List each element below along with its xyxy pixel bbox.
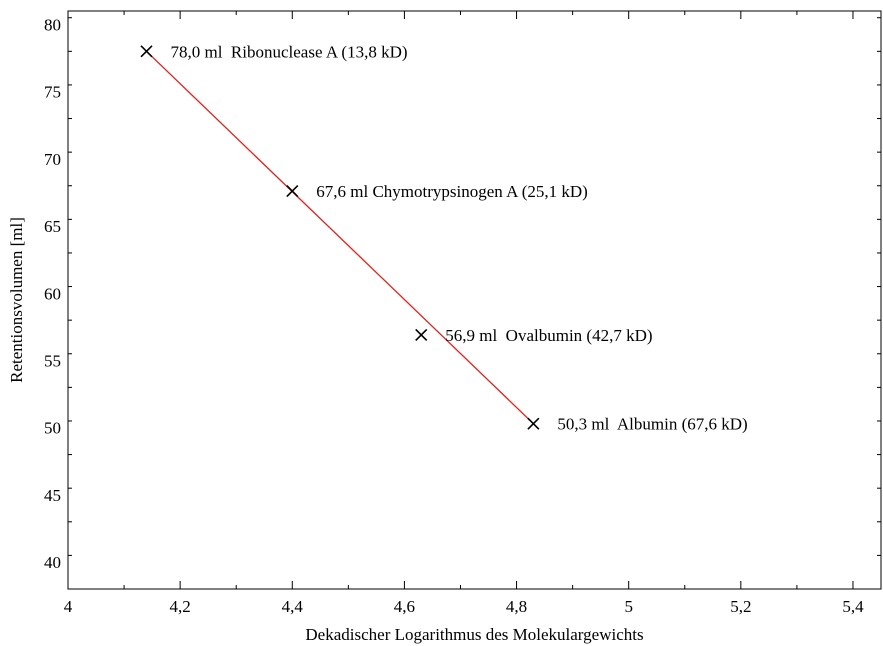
y-tick-label: 60 — [44, 284, 61, 303]
y-tick-label: 65 — [44, 217, 61, 236]
data-point-marker — [415, 328, 428, 342]
x-tick-label: 4,2 — [170, 597, 191, 616]
y-tick-label: 75 — [44, 83, 61, 102]
axis-ticks — [67, 11, 881, 590]
y-axis-title: Retentionsvolumen [ml] — [7, 217, 26, 383]
y-tick-label: 45 — [44, 486, 61, 505]
x-tick-label: 4 — [64, 597, 73, 616]
x-tick-label: 4,4 — [282, 597, 304, 616]
point-label: 78,0 ml Ribonuclease A (13,8 kD) — [170, 42, 407, 61]
x-tick-label: 5 — [624, 597, 633, 616]
data-markers — [140, 45, 540, 430]
y-tick-label: 40 — [44, 553, 61, 572]
y-tick-label: 80 — [44, 15, 61, 34]
y-tick-label: 70 — [44, 150, 61, 169]
point-annotations: 78,0 ml Ribonuclease A (13,8 kD) 67,6 ml … — [170, 42, 747, 433]
point-label: 67,6 ml Chymotrypsinogen A (25,1 kD) — [316, 182, 588, 201]
x-tick-label: 5,2 — [730, 597, 751, 616]
x-tick-label: 4,6 — [394, 597, 415, 616]
y-tick-label: 50 — [44, 419, 61, 438]
data-point-marker — [286, 185, 299, 198]
plot-frame — [67, 10, 882, 590]
axis-tick-labels: 4 4,2 4,4 4,6 4,8 5 5,2 5,4 40 45 50 55 60 65 70 75 80 — [44, 15, 864, 616]
x-tick-label: 5,4 — [842, 597, 864, 616]
fit-line — [146, 50, 534, 425]
data-point-marker — [527, 417, 540, 430]
x-axis-title: Dekadischer Logarithmus des Molekulargew… — [305, 625, 643, 644]
point-label: 50,3 ml Albumin (67,6 kD) — [557, 415, 747, 434]
data-point-marker — [140, 45, 153, 58]
y-tick-label: 55 — [44, 351, 61, 370]
x-tick-label: 4,8 — [506, 597, 527, 616]
point-label: 56,9 ml Ovalbumin (42,7 kD) — [445, 326, 652, 345]
